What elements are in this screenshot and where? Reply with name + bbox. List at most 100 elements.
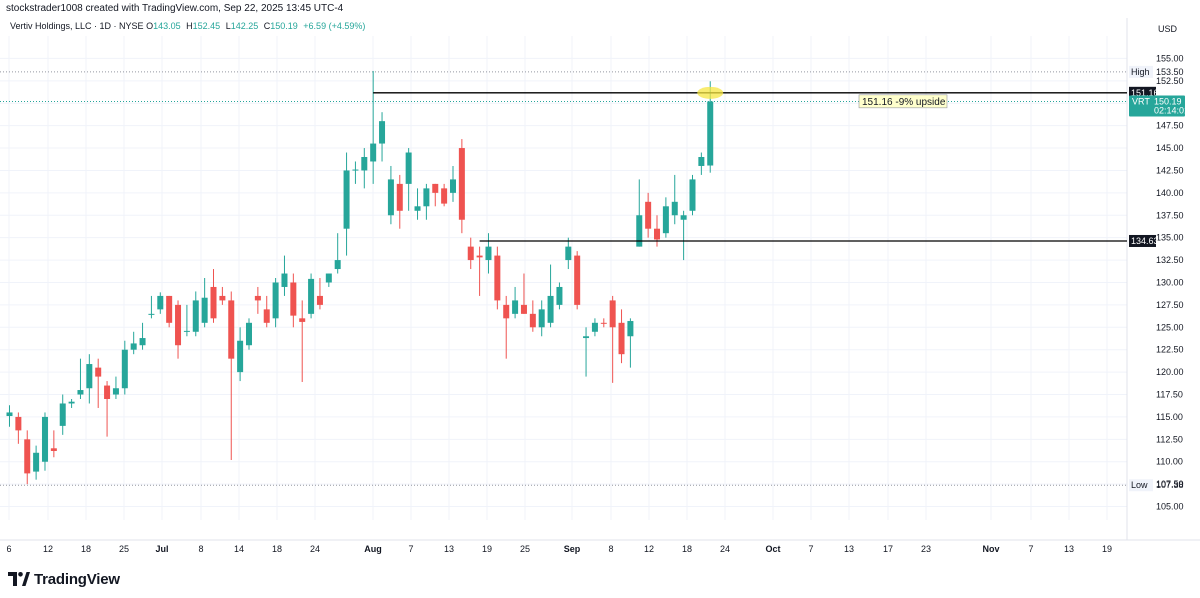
candle-body[interactable] [370,143,377,162]
candle-body[interactable] [24,439,31,474]
candle-body[interactable] [15,416,22,431]
candle-body[interactable] [662,206,669,234]
y-tick-label: 145.00 [1156,143,1184,153]
candle-body[interactable] [334,260,341,270]
candle-body[interactable] [591,322,598,332]
x-tick-label: 13 [444,544,454,554]
candle-body[interactable] [512,300,519,314]
candle-body[interactable] [139,338,146,346]
candle-body[interactable] [405,152,412,184]
candle-body[interactable] [627,321,634,337]
candle-body[interactable] [387,179,394,216]
annotation-box[interactable] [858,94,948,109]
candle-body[interactable] [396,183,403,211]
candle-body[interactable] [77,390,84,395]
candle-body[interactable] [219,295,226,301]
candle-body[interactable] [95,367,102,377]
x-tick-label: 19 [1102,544,1112,554]
candle-body[interactable] [671,201,678,216]
candle-body[interactable] [157,295,164,310]
candle-body[interactable] [148,313,155,315]
x-tick-label: 7 [1028,544,1033,554]
candle-body[interactable] [210,286,217,319]
candle-body[interactable] [556,286,563,305]
x-tick-label: 24 [720,544,730,554]
candle-body[interactable] [68,401,75,404]
high-badge [1129,65,1153,78]
candle-body[interactable] [6,412,13,417]
candle-body[interactable] [654,228,661,240]
candle-body[interactable] [263,309,270,323]
candle-body[interactable] [689,179,696,211]
candle-body[interactable] [583,336,590,339]
candle-body[interactable] [166,295,173,323]
candle-body[interactable] [237,340,244,373]
candle-body[interactable] [379,121,386,144]
candle-body[interactable] [299,318,306,322]
candle-body[interactable] [192,300,199,332]
candle-body[interactable] [343,170,350,229]
currency-label[interactable]: USD [1158,24,1178,34]
y-tick-label: 112.50 [1156,434,1183,444]
candle-body[interactable] [574,255,581,305]
candle-body[interactable] [50,448,57,451]
candle-body[interactable] [308,278,315,314]
candle-body[interactable] [432,183,439,193]
candle-body[interactable] [290,282,297,316]
candle-body[interactable] [467,246,474,261]
candle-body[interactable] [645,201,652,229]
candle-body[interactable] [33,452,40,472]
candle-body[interactable] [414,206,421,211]
candle-body[interactable] [112,388,119,395]
y-tick-label: 152.50 [1156,76,1184,86]
candle-body[interactable] [245,322,252,346]
candle-body[interactable] [59,403,66,426]
candle-body[interactable] [281,273,288,287]
candle-body[interactable] [316,295,323,305]
candle-body[interactable] [707,101,714,166]
candle-body[interactable] [618,322,625,355]
candle-body[interactable] [352,169,359,171]
high-value: 152.45 [192,21,221,31]
symbol-legend: Vertiv Holdings, LLC · 1D · NYSE O143.05… [10,21,365,31]
x-tick-label: 7 [408,544,413,554]
tradingview-logo-icon [8,572,30,586]
candle-body[interactable] [254,295,261,301]
highlight-marker[interactable] [697,86,724,99]
candle-body[interactable] [503,304,510,319]
candle-body[interactable] [494,255,501,301]
candle-body[interactable] [609,300,616,328]
candle-body[interactable] [538,309,545,328]
candle-body[interactable] [636,215,643,247]
y-tick-label: 110.00 [1156,457,1183,467]
low-label: L [225,21,231,31]
candle-body[interactable] [423,188,430,207]
candle-body[interactable] [201,297,208,323]
annotation-text: 151.16 -9% upside [862,97,946,108]
candle-body[interactable] [450,179,456,193]
candle-body[interactable] [680,215,687,220]
candle-body[interactable] [698,157,705,166]
candle-body[interactable] [529,313,536,328]
candle-body[interactable] [476,255,483,258]
candle-body[interactable] [86,364,93,389]
candle-body[interactable] [175,304,182,346]
candle-body[interactable] [441,188,448,204]
candle-body[interactable] [104,385,111,399]
candle-body[interactable] [130,343,137,350]
candle-body[interactable] [600,322,607,324]
candle-body[interactable] [272,282,279,319]
candle-body[interactable] [361,157,368,171]
candle-body[interactable] [565,246,572,261]
candle-body[interactable] [547,295,554,323]
candle-body[interactable] [228,300,235,359]
candle-body[interactable] [458,148,465,220]
candle-body[interactable] [41,416,48,462]
candle-body[interactable] [121,349,128,389]
symbol-name[interactable]: Vertiv Holdings, LLC · 1D · NYSE [10,21,144,31]
candle-body[interactable] [520,304,527,314]
candle-body[interactable] [325,273,332,283]
candle-body[interactable] [485,246,492,261]
candle-body[interactable] [183,330,190,332]
